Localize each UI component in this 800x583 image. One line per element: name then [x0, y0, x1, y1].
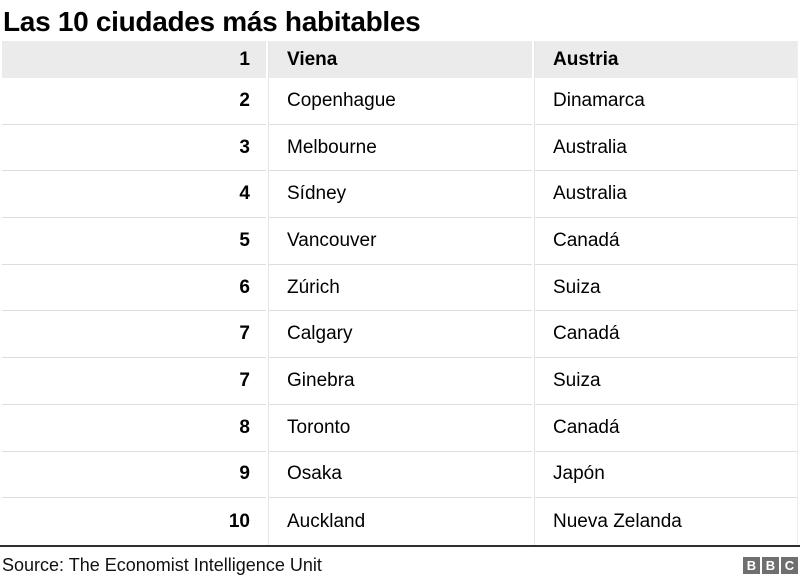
city-cell: Ginebra [268, 358, 532, 405]
rank-cell: 1 [2, 41, 266, 78]
country-cell: Australia [534, 124, 798, 172]
rank-cell: 2 [2, 78, 266, 125]
rank-cell: 5 [2, 218, 266, 265]
country-cell: Nueva Zelanda [534, 498, 798, 545]
country-cell: Canadá [534, 218, 798, 265]
country-cell: Dinamarca [534, 78, 798, 125]
bbc-logo-letter: B [743, 556, 760, 574]
city-cell: Vancouver [268, 218, 532, 265]
city-cell: Zúrich [268, 264, 532, 312]
table-row: 7 Calgary Canadá [2, 311, 798, 359]
table-row: 3 Melbourne Australia [2, 124, 798, 172]
city-cell: Viena [268, 41, 532, 78]
country-cell: Austria [534, 41, 798, 78]
country-cell: Australia [534, 171, 798, 219]
city-cell: Auckland [268, 498, 532, 545]
country-cell: Canadá [534, 404, 798, 452]
rank-cell: 4 [2, 171, 266, 219]
footer: Source: The Economist Intelligence Unit … [0, 547, 800, 576]
rank-cell: 7 [2, 358, 266, 405]
page-title: Las 10 ciudades más habitables [3, 6, 421, 37]
liveable-cities-table: 1 Viena Austria 2 Copenhague Dinamarca 3… [0, 41, 800, 545]
country-cell: Canadá [534, 311, 798, 359]
rank-cell: 6 [2, 265, 266, 312]
rank-cell: 7 [2, 311, 266, 359]
table-row: 5 Vancouver Canadá [2, 218, 798, 265]
table-row: 8 Toronto Canadá [2, 404, 798, 452]
city-cell: Calgary [268, 311, 532, 359]
rank-cell: 3 [2, 125, 266, 172]
rank-cell: 10 [228, 510, 250, 532]
table-row: 10 Auckland Nueva Zelanda [2, 498, 798, 545]
table-row: 9 Osaka Japón [2, 451, 798, 499]
country-cell: Suiza [534, 264, 798, 312]
table-row: 7 Ginebra Suiza [2, 358, 798, 405]
city-cell: Copenhague [268, 78, 532, 125]
rank-cell: 8 [2, 405, 266, 452]
city-cell: Toronto [268, 404, 532, 452]
table-row: 1 Viena Austria [2, 41, 798, 78]
bbc-logo-letter: B [762, 556, 779, 574]
city-cell: Sídney [268, 171, 532, 219]
table-bottom-rule [0, 544, 800, 547]
rank-cell: 9 [2, 452, 266, 499]
source-credit: Source: The Economist Intelligence Unit [2, 554, 322, 575]
table-row: 4 Sídney Australia [2, 171, 798, 219]
table-row: 2 Copenhague Dinamarca [2, 78, 798, 125]
bbc-logo-letter: C [781, 556, 798, 574]
country-cell: Japón [534, 451, 798, 499]
country-cell: Suiza [534, 358, 798, 405]
table-row: 6 Zúrich Suiza [2, 264, 798, 312]
city-cell: Osaka [268, 451, 532, 499]
bbc-logo: B B C [743, 555, 798, 574]
city-cell: Melbourne [268, 124, 532, 172]
